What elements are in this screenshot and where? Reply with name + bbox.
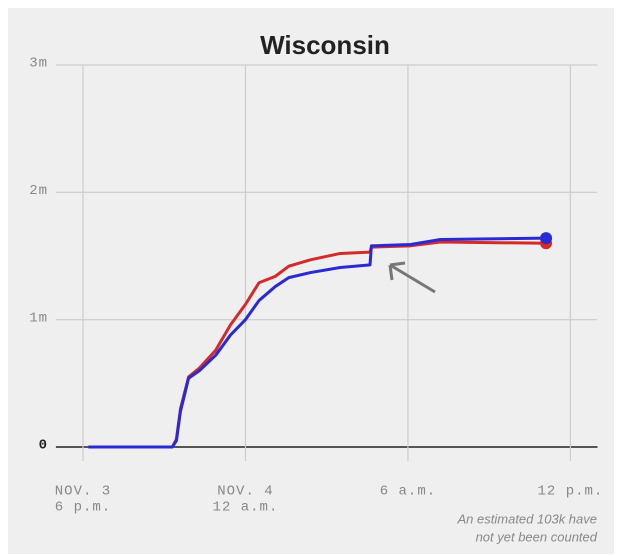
x-tick-label: NOV. 3 [55, 484, 111, 500]
arrow [388, 261, 436, 294]
x-tick-label: 6 p.m. [55, 500, 111, 516]
background [8, 8, 614, 554]
series-line [88, 236, 547, 449]
end-marker [540, 232, 553, 245]
x-tick-label: NOV. 4 [217, 484, 273, 500]
y-tick-label: 2m [29, 183, 48, 199]
chart-title: Wisconsin [260, 30, 390, 60]
y-tick-label: 3m [29, 56, 48, 72]
x-tick-label: 12 a.m. [213, 500, 279, 516]
y-tick-label: 1m [29, 310, 48, 326]
y-tick-label: 0 [39, 438, 48, 454]
x-tick-label: 6 a.m. [380, 484, 436, 500]
x-tick-label: 12 p.m. [538, 484, 604, 500]
annotation: not yet been counted [476, 529, 598, 544]
annotation: An estimated 103k have [457, 511, 597, 526]
